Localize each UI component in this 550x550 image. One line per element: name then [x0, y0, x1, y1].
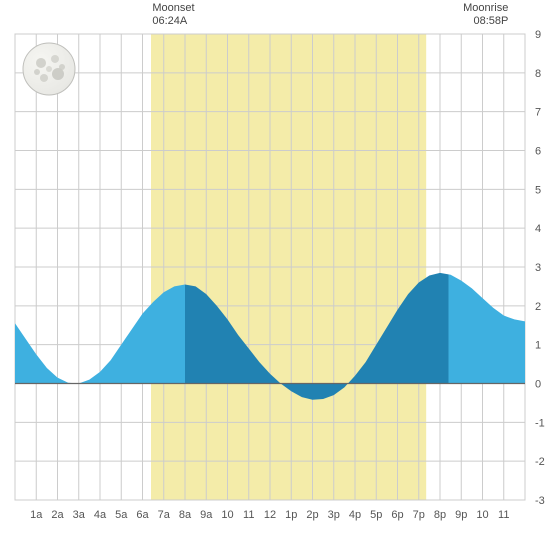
x-tick-label: 9a	[200, 509, 213, 521]
x-tick-label: 10	[476, 509, 488, 521]
y-tick-label: 1	[535, 340, 541, 352]
y-tick-label: -1	[535, 417, 545, 429]
x-tick-label: 7p	[413, 509, 425, 521]
moonset-time: 06:24A	[152, 15, 194, 28]
x-tick-label: 1p	[285, 509, 297, 521]
x-tick-label: 1a	[30, 509, 43, 521]
x-tick-label: 5a	[115, 509, 128, 521]
moonset-title: Moonset	[152, 2, 194, 15]
moonrise-title: Moonrise	[463, 2, 508, 15]
x-tick-label: 6a	[136, 509, 149, 521]
x-tick-label: 11	[243, 509, 254, 521]
y-tick-label: 3	[535, 262, 541, 274]
y-tick-label: 2	[535, 301, 541, 313]
moonset-label: Moonset 06:24A	[152, 2, 194, 28]
moonrise-label: Moonrise 08:58P	[463, 2, 508, 28]
x-tick-label: 4a	[94, 509, 107, 521]
y-tick-label: 4	[535, 223, 541, 235]
x-tick-label: 2p	[306, 509, 318, 521]
x-tick-label: 9p	[455, 509, 467, 521]
x-tick-label: 8a	[179, 509, 192, 521]
y-tick-label: 5	[535, 184, 541, 196]
x-tick-label: 11	[498, 509, 509, 521]
x-tick-label: 6p	[391, 509, 403, 521]
y-tick-label: -3	[535, 495, 545, 507]
y-tick-label: 6	[535, 146, 541, 158]
y-tick-label: 7	[535, 107, 541, 119]
y-tick-label: 8	[535, 68, 541, 80]
y-tick-label: 9	[535, 29, 541, 41]
x-tick-label: 10	[221, 509, 233, 521]
chart-svg: -3-2-101234567891a2a3a4a5a6a7a8a9a101112…	[0, 0, 550, 550]
y-tick-label: 0	[535, 379, 541, 391]
x-tick-label: 5p	[370, 509, 382, 521]
x-tick-label: 2a	[51, 509, 64, 521]
x-tick-label: 8p	[434, 509, 446, 521]
moonrise-time: 08:58P	[463, 15, 508, 28]
x-tick-label: 4p	[349, 509, 361, 521]
tide-chart: Moonset 06:24A Moonrise 08:58P -3-2-1012…	[0, 0, 550, 550]
moon-icon	[23, 43, 75, 95]
y-tick-label: -2	[535, 456, 545, 468]
x-tick-label: 3a	[73, 509, 86, 521]
x-tick-label: 12	[264, 509, 276, 521]
x-tick-label: 7a	[158, 509, 171, 521]
x-tick-label: 3p	[328, 509, 340, 521]
